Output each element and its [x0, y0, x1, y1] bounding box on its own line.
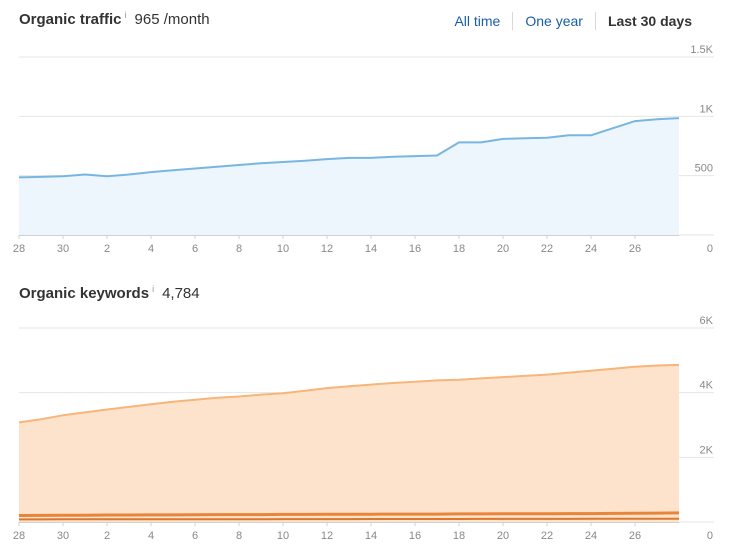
keywords-x-tick-label: 26 [629, 530, 641, 542]
traffic-x-tick-label: 18 [453, 243, 465, 255]
keywords-y-tick-label: 2K [700, 444, 714, 456]
keywords-x-tick-label: 6 [192, 530, 198, 542]
keywords-series-1-line [18, 511, 680, 517]
keywords-value: 4,784 [162, 285, 200, 302]
traffic-x-tick-label: 20 [497, 243, 509, 255]
traffic-series-0-line [18, 117, 680, 179]
keywords-series-0-line [18, 363, 680, 424]
traffic-y-tick-label: 1K [700, 103, 714, 115]
traffic-y-tick-label: 1.5K [690, 44, 713, 56]
keywords-x-tick-label: 20 [497, 530, 509, 542]
traffic-title: Organic traffic [19, 11, 122, 28]
traffic-y-tick-label: 500 [695, 163, 713, 175]
traffic-info-icon[interactable]: i [124, 10, 127, 20]
keywords-y-tick-label: 6K [700, 315, 714, 327]
traffic-x-tick-label: 30 [57, 243, 69, 255]
traffic-x-tick-label: 22 [541, 243, 553, 255]
traffic-series-0-area [19, 118, 679, 235]
traffic-x-tick-label: 12 [321, 243, 333, 255]
keywords-x-tick-label: 12 [321, 530, 333, 542]
keywords-x-tick-label: 8 [236, 530, 242, 542]
time-range-selector: All time One year Last 30 days [442, 12, 692, 30]
keywords-x-tick-label: 22 [541, 530, 553, 542]
traffic-x-tick-label: 26 [629, 243, 641, 255]
traffic-x-tick-label: 8 [236, 243, 242, 255]
keywords-x-tick-label: 2 [104, 530, 110, 542]
traffic-value: 965 /month [134, 11, 210, 28]
keywords-x-tick-label: 24 [585, 530, 597, 542]
keywords-x-tick-label: 14 [365, 530, 377, 542]
traffic-x-tick-label: 28 [13, 243, 25, 255]
traffic-x-tick-label: 24 [585, 243, 597, 255]
keywords-x-tick-label: 18 [453, 530, 465, 542]
keywords-x-tick-label: 16 [409, 530, 421, 542]
traffic-header: Organic traffic i 965 /month [19, 10, 210, 28]
traffic-x-tick-label: 4 [148, 243, 154, 255]
range-last-30-days[interactable]: Last 30 days [594, 12, 692, 30]
keywords-x-tick-label: 10 [277, 530, 289, 542]
keywords-y-tick-label: 4K [700, 380, 714, 392]
keywords-info-icon[interactable]: i [152, 284, 155, 294]
keywords-y-tick-label: 0 [707, 530, 713, 542]
keywords-x-tick-label: 28 [13, 530, 25, 542]
traffic-x-tick-label: 10 [277, 243, 289, 255]
keywords-series-2-line [19, 517, 679, 521]
keywords-title: Organic keywords [19, 285, 150, 302]
traffic-x-tick-label: 2 [104, 243, 110, 255]
keywords-x-tick-label: 30 [57, 530, 69, 542]
traffic-x-tick-label: 6 [192, 243, 198, 255]
keywords-series-0-area [19, 364, 679, 522]
range-all-time[interactable]: All time [454, 13, 501, 29]
traffic-y-tick-label: 0 [707, 243, 713, 255]
traffic-x-tick-label: 14 [365, 243, 377, 255]
keywords-x-tick-label: 4 [148, 530, 154, 542]
keywords-header: Organic keywords i 4,784 [19, 284, 200, 302]
traffic-x-tick-label: 16 [409, 243, 421, 255]
range-one-year[interactable]: One year [512, 12, 595, 30]
